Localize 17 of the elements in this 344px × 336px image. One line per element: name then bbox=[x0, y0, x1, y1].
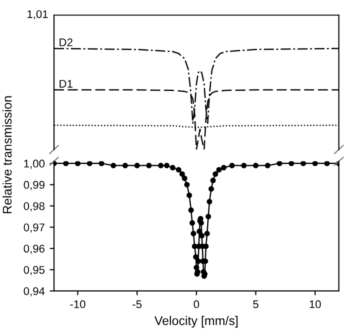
x-axis-title: Velocity [mm/s] bbox=[154, 316, 238, 328]
y-tick-label: 0,94 bbox=[24, 287, 45, 296]
series-label: D2 bbox=[60, 38, 72, 46]
y-axis-title: Relative transmission bbox=[2, 96, 12, 214]
y-tick-label: 1,00 bbox=[24, 160, 45, 169]
y-tick-label: 0,98 bbox=[24, 202, 44, 212]
x-tick-label: 10 bbox=[310, 300, 321, 308]
y-tick-label: 0,95 bbox=[24, 266, 45, 276]
y-tick-label: 0,97 bbox=[24, 223, 44, 233]
x-tick-label: 5 bbox=[253, 300, 258, 308]
x-tick-label: -5 bbox=[132, 300, 142, 308]
x-tick-label: -10 bbox=[70, 300, 86, 308]
y-tick-label: 0,99 bbox=[24, 180, 44, 190]
x-tick-label: 0 bbox=[194, 300, 200, 308]
series-label: D1 bbox=[60, 80, 72, 88]
y-tick-label: 0,96 bbox=[24, 244, 44, 254]
text: 1,01 bbox=[28, 10, 48, 20]
